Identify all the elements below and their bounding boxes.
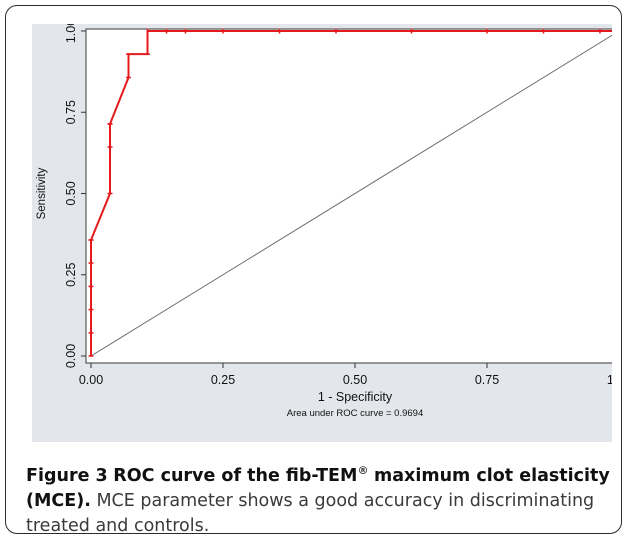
y-tick-label: 0.75 <box>64 100 78 124</box>
y-tick-label: 0.50 <box>64 181 78 205</box>
y-axis-title: Sensitivity <box>36 167 48 219</box>
auc-note: Area under ROC curve = 0.9694 <box>287 408 424 419</box>
y-tick-label: 0.00 <box>64 344 78 368</box>
caption-registered-mark: ® <box>357 464 369 477</box>
caption-label: Figure 3 <box>26 465 108 486</box>
roc-chart: 0.00 0.25 0.50 0.75 1.00 0.00 0.25 0.50 0.75 1.00… <box>36 24 612 419</box>
reference-diagonal-line <box>90 34 612 357</box>
y-tick-label: 0.25 <box>64 263 78 287</box>
plot-background <box>85 28 612 364</box>
figure-frame: 0.00 0.25 0.50 0.75 1.00 0.00 0.25 0.50 0.75 1.00… <box>5 5 622 536</box>
x-tick-label: 1.00 <box>607 373 612 387</box>
caption-body: MCE parameter shows a good accuracy in d… <box>26 490 595 536</box>
x-tick-label: 0.25 <box>211 373 235 387</box>
figure-caption: Figure 3 ROC curve of the fib-TEM® maxim… <box>26 458 616 539</box>
y-tick-label: 1.00 <box>64 24 78 43</box>
x-tick-label: 0.50 <box>343 373 367 387</box>
x-tick-label: 0.75 <box>475 373 499 387</box>
chart-panel: 0.00 0.25 0.50 0.75 1.00 0.00 0.25 0.50 0.75 1.00… <box>32 24 612 442</box>
x-tick-label: 0.00 <box>79 373 103 387</box>
caption-title-part1: ROC curve of the fib-TEM <box>113 465 358 486</box>
x-axis-title: 1 - Specificity <box>318 390 393 404</box>
caption-title-part2: maximum clot elasticity (MCE). <box>26 465 610 511</box>
